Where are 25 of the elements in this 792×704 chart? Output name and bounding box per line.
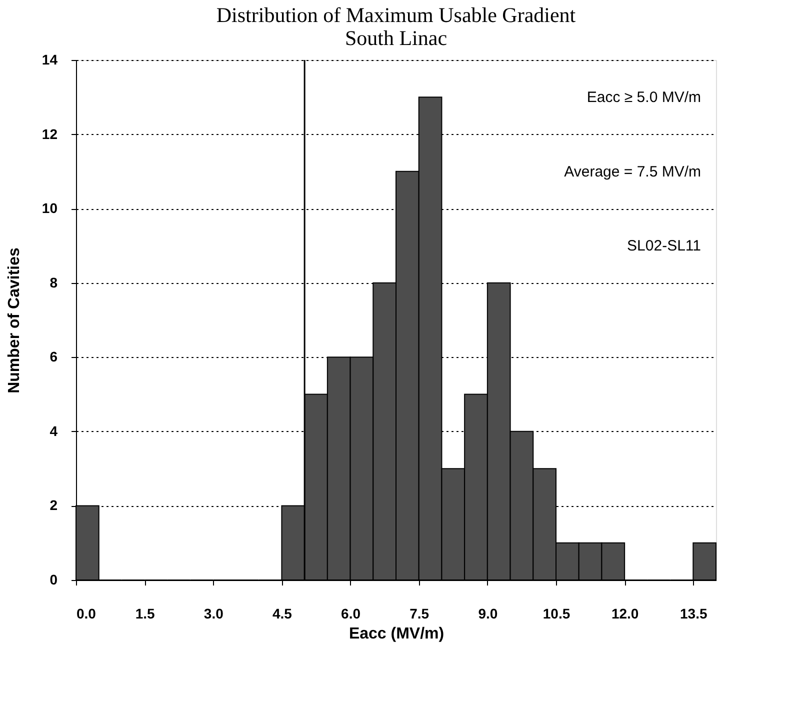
y-tick-label: 10 — [42, 200, 58, 216]
x-tick-label: 7.5 — [410, 606, 430, 622]
x-tick-label: 10.5 — [542, 606, 570, 622]
x-tick-label: 6.0 — [341, 606, 361, 622]
x-tick-label: 1.5 — [135, 606, 156, 622]
y-tick-label: 6 — [50, 348, 58, 365]
x-tick-label: 4.5 — [272, 606, 292, 622]
y-tick-label: 14 — [42, 52, 58, 68]
y-axis-title: Number of Cavities — [6, 247, 23, 394]
y-tick-label: 12 — [42, 126, 58, 142]
y-tick-label: 0 — [50, 572, 58, 588]
annotation: SL02-SL11 — [627, 238, 701, 255]
x-tick-label: 0.0 — [76, 606, 96, 622]
x-tick-label: 13.5 — [680, 606, 708, 622]
y-tick-label: 2 — [50, 497, 58, 514]
x-tick-label: 9.0 — [478, 606, 498, 622]
y-tick-label: 8 — [50, 274, 58, 290]
x-tick-label: 3.0 — [204, 606, 224, 622]
annotation: Average = 7.5 MV/m — [564, 163, 701, 180]
x-tick-label: 12.0 — [611, 606, 639, 622]
x-axis-title: Eacc (MV/m) — [348, 626, 444, 642]
annotation: Eacc ≥ 5.0 MV/m — [586, 89, 701, 106]
chart-subtitle: South Linac — [344, 26, 448, 50]
chart-title: Distribution of Maximum Usable Gradient — [216, 3, 576, 27]
y-tick-label: 4 — [50, 422, 58, 439]
